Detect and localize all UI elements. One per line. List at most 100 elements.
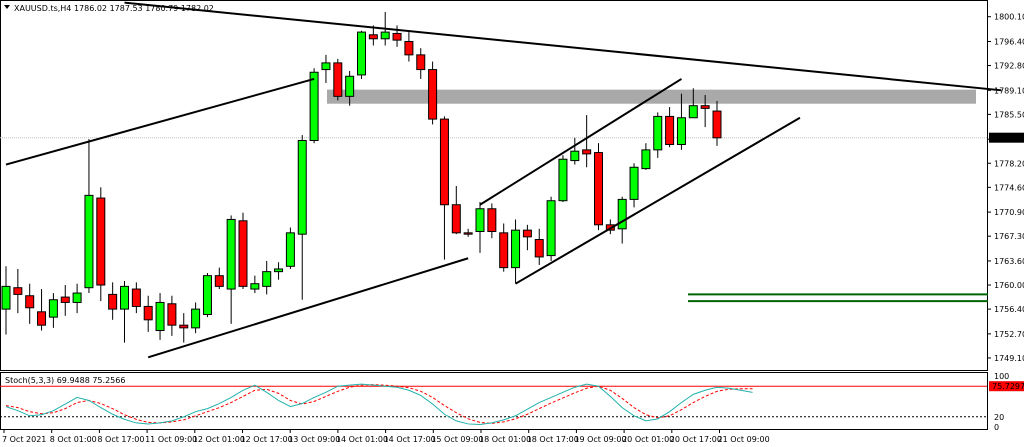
candle[interactable]	[594, 143, 603, 231]
candle-body	[108, 293, 118, 310]
candle[interactable]	[226, 215, 236, 324]
candle[interactable]	[676, 93, 686, 150]
candle[interactable]	[416, 48, 426, 79]
candle[interactable]	[13, 268, 23, 314]
candle[interactable]	[404, 32, 414, 62]
time-tick-label: 11 Oct 09:00	[145, 435, 197, 444]
candle[interactable]	[37, 289, 47, 331]
candle[interactable]	[321, 54, 331, 83]
candle-body	[428, 69, 438, 120]
candle-body	[357, 31, 366, 76]
time-tick-label: 8 Oct 17:00	[97, 435, 144, 444]
trendline[interactable]	[5, 77, 315, 166]
candle[interactable]	[84, 139, 94, 294]
candle-body	[309, 71, 319, 141]
candle[interactable]	[534, 228, 544, 265]
candle[interactable]	[357, 30, 366, 79]
candle[interactable]	[546, 196, 556, 261]
candle[interactable]	[191, 302, 201, 334]
candle[interactable]	[688, 88, 698, 119]
candle-body	[238, 220, 248, 287]
candle[interactable]	[238, 212, 248, 290]
candle[interactable]	[60, 285, 70, 316]
candle[interactable]	[641, 143, 651, 170]
candle[interactable]	[72, 283, 82, 314]
candle[interactable]	[25, 283, 35, 324]
candle[interactable]	[439, 116, 449, 260]
candle[interactable]	[1, 266, 11, 335]
candle[interactable]	[463, 228, 473, 237]
stochastic-indicator: 100 200 75.7297	[0, 372, 1024, 432]
candle-body	[1, 285, 11, 310]
candle[interactable]	[511, 219, 521, 284]
current-price-label: 1782.02	[992, 134, 1024, 143]
candle[interactable]	[202, 272, 212, 318]
trendline[interactable]	[124, 1, 1002, 92]
candle-body	[96, 197, 106, 286]
trendlines-layer[interactable]	[5, 1, 1002, 359]
candle-body	[60, 296, 70, 303]
candle[interactable]	[143, 295, 153, 332]
candle[interactable]	[333, 58, 343, 101]
trendline[interactable]	[147, 257, 469, 359]
candle-body	[558, 158, 568, 202]
candle[interactable]	[108, 282, 118, 320]
candle[interactable]	[475, 202, 485, 253]
candle[interactable]	[665, 107, 675, 148]
candle[interactable]	[700, 95, 710, 128]
candle[interactable]	[131, 282, 141, 314]
time-tick-label: 15 Oct 09:00	[431, 435, 483, 444]
stoch-main-line	[5, 383, 753, 425]
candle[interactable]	[262, 260, 272, 295]
candle-body	[179, 324, 189, 329]
candle[interactable]	[96, 187, 106, 302]
candle[interactable]	[499, 223, 509, 272]
stoch-panel-frame	[0, 372, 988, 430]
candle[interactable]	[250, 275, 260, 294]
candle[interactable]	[582, 115, 592, 168]
candle[interactable]	[345, 70, 355, 106]
candles-layer[interactable]	[1, 12, 722, 343]
price-tick-label: 1756.40	[994, 305, 1024, 314]
candle[interactable]	[522, 224, 532, 251]
time-tick-label: 14 Oct 17:00	[384, 435, 436, 444]
candle[interactable]	[120, 281, 129, 343]
candle-body	[451, 204, 461, 234]
candle[interactable]	[653, 112, 663, 158]
candle[interactable]	[558, 155, 568, 203]
candle[interactable]	[629, 163, 639, 208]
candle[interactable]	[48, 293, 58, 328]
candle-body	[37, 311, 47, 326]
candle[interactable]	[167, 295, 177, 336]
candle-body	[297, 140, 307, 235]
candle-body	[214, 275, 224, 287]
candle[interactable]	[285, 227, 295, 269]
candle-body	[439, 118, 449, 206]
trendline[interactable]	[479, 78, 682, 206]
candle[interactable]	[179, 313, 189, 343]
candle[interactable]	[617, 196, 627, 244]
price-tick-label: 1749.10	[994, 354, 1024, 363]
candle-body	[665, 115, 675, 146]
candle-body	[511, 229, 521, 269]
trendline[interactable]	[515, 116, 801, 285]
candle[interactable]	[274, 262, 284, 280]
candle[interactable]	[487, 203, 497, 239]
candle[interactable]	[214, 267, 224, 290]
stoch-level-tag	[989, 381, 1024, 392]
candle[interactable]	[712, 101, 722, 146]
stoch-signal-line	[5, 384, 753, 424]
candle[interactable]	[428, 61, 438, 125]
candle[interactable]	[451, 186, 461, 235]
candle[interactable]	[297, 135, 307, 300]
candle-body	[522, 229, 532, 238]
candle[interactable]	[368, 25, 378, 46]
candle-body	[463, 232, 473, 235]
candle[interactable]	[155, 293, 165, 340]
candle[interactable]	[309, 68, 319, 144]
candle[interactable]	[570, 137, 580, 165]
symbol-menu-arrow-icon[interactable]	[4, 5, 10, 9]
candle-body	[475, 208, 485, 232]
current-price-tag	[989, 132, 1024, 143]
